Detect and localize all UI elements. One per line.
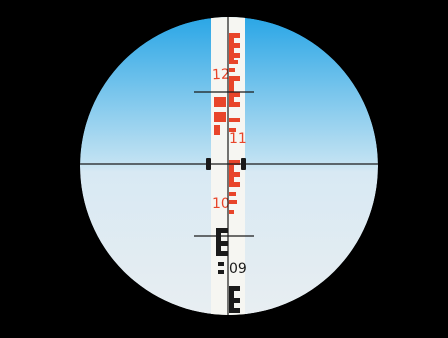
staff-markings-black-lower [216,228,240,313]
staff-label-11: 11 [229,131,247,147]
staff-markings-red-upper [214,33,240,135]
staff-markings-red-middle [229,118,240,214]
reticle [80,17,378,315]
staff-label-12: 12 [212,67,230,84]
staff-label-10: 10 [212,196,230,212]
staff-label-09: 09 [229,261,247,277]
reticle-center-marks [206,158,246,170]
leveling-staff: 12 11 10 09 [211,17,247,315]
